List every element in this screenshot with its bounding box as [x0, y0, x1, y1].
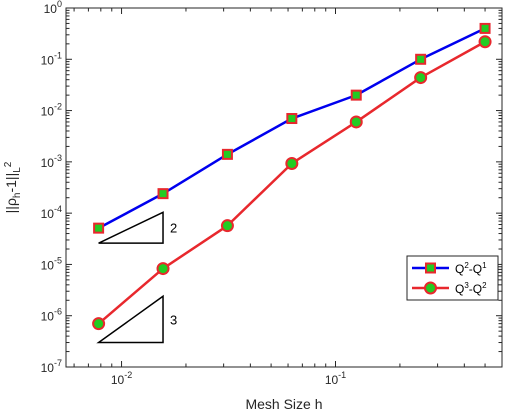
y-axis-title-group: ||ρh-1||L2 [3, 161, 23, 213]
x-axis-title-text: Mesh Size h [245, 396, 322, 412]
y-tick-exponent: 0 [57, 0, 62, 9]
series-1-point [221, 148, 233, 160]
legend-label-b-sup: 1 [482, 261, 487, 270]
x-tick-label: 10-2 [111, 370, 132, 387]
x-tick-base: 10 [325, 373, 339, 387]
y-tick-label: 10-5 [41, 255, 62, 272]
y-tick-exponent: -7 [54, 358, 62, 368]
y-tick-label: 10-2 [41, 102, 62, 119]
series-1-point [93, 222, 105, 234]
y-tick-base: 10 [41, 361, 55, 375]
series-1-point [350, 89, 362, 101]
legend-marker-2 [424, 281, 437, 295]
legend-label-sep: -Q [469, 262, 482, 276]
y-tick-label: 10-6 [41, 307, 62, 324]
series-2-point [156, 262, 170, 276]
y-tick-base: 10 [41, 310, 55, 324]
plot-area: 10-2 10-110-710-610-510-410-310-210-1100M… [3, 0, 503, 412]
legend-label-sep: -Q [469, 282, 482, 296]
y-tick-exponent: -1 [54, 50, 62, 60]
y-tick-label: 10-1 [41, 50, 62, 67]
x-tick-exponent: -1 [338, 370, 346, 380]
x-tick-base: 10 [111, 373, 125, 387]
series-2-point [414, 71, 428, 85]
legend-label-a: Q [455, 262, 464, 276]
y-axis-title-sub-h: h [12, 193, 23, 199]
y-tick-exponent: -4 [54, 204, 62, 214]
slope-triangle-3 [96, 294, 164, 344]
x-tick-label: 10-1 [325, 370, 346, 387]
x-tick-exponent: -2 [124, 370, 132, 380]
series-2-point [285, 156, 299, 170]
series-1-point [479, 22, 491, 34]
y-axis-title-sup-2: 2 [3, 161, 14, 167]
y-tick-label: 10-4 [41, 204, 62, 221]
series-2-point [478, 35, 492, 49]
y-axis-title-rho: ||ρ [3, 198, 19, 213]
y-tick-exponent: -5 [54, 255, 62, 265]
series-2-point [92, 317, 106, 331]
y-tick-base: 10 [41, 53, 55, 67]
legend-label-a-sup: 2 [464, 261, 469, 270]
slope-triangle-2 [98, 211, 164, 244]
y-tick-label: 10-7 [41, 358, 62, 375]
x-axis-title: Mesh Size h [245, 396, 322, 412]
y-tick-exponent: -2 [54, 102, 62, 112]
y-tick-base: 10 [41, 258, 55, 272]
series-2-point [220, 219, 234, 233]
series-1-point [415, 53, 427, 65]
y-tick-label: 100 [44, 0, 62, 16]
legend-label-1: Q2-Q1 [455, 261, 487, 276]
legend-box [406, 255, 499, 301]
legend-label-a-sup: 3 [464, 281, 469, 290]
y-tick-base: 10 [41, 207, 55, 221]
legend-label-2: Q3-Q2 [455, 281, 487, 296]
legend-label-b-sup: 2 [482, 281, 487, 290]
y-tick-label: 10-3 [41, 153, 62, 170]
series-1-point [286, 113, 298, 125]
y-tick-exponent: -3 [54, 153, 62, 163]
series-2-point [349, 115, 363, 129]
axes-box [65, 7, 503, 368]
y-axis-title-mid: -1|| [3, 173, 19, 193]
slope-label-3: 3 [170, 312, 177, 327]
y-tick-base: 10 [41, 105, 55, 119]
legend-marker-1 [425, 262, 436, 274]
legend-label-a: Q [455, 282, 464, 296]
series-1-point [157, 188, 169, 200]
y-tick-base: 10 [44, 2, 58, 16]
y-tick-exponent: -6 [54, 307, 62, 317]
y-tick-base: 10 [41, 156, 55, 170]
y-axis-title: ||ρh-1||L2 [3, 161, 23, 213]
slope-label-2: 2 [170, 221, 177, 236]
y-axis-title-sub-L: L [12, 167, 23, 173]
